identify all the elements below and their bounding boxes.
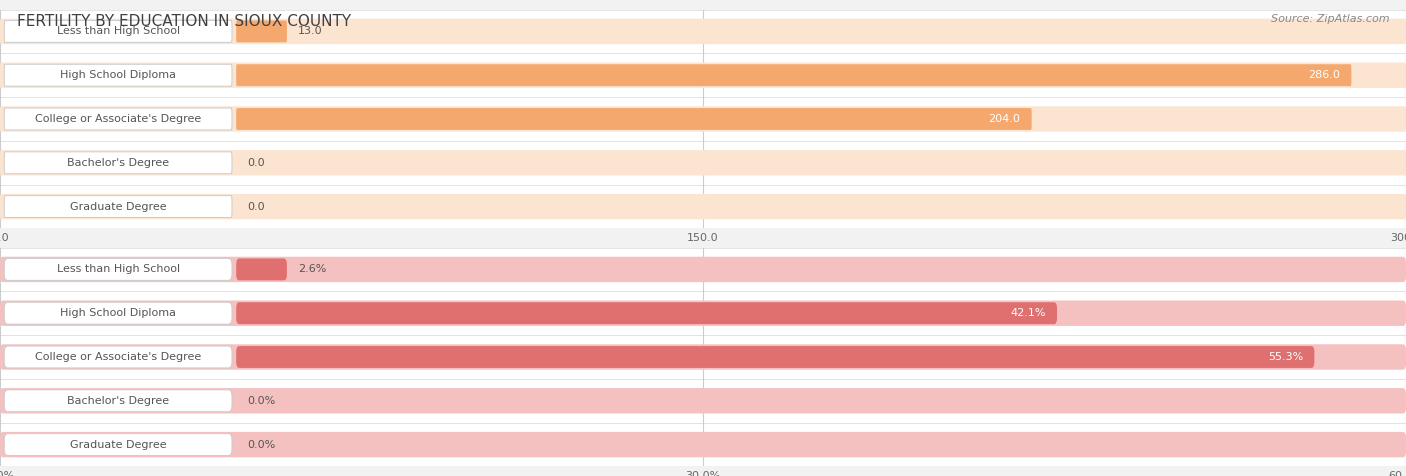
Bar xyxy=(0,379,1406,423)
Text: 55.3%: 55.3% xyxy=(1268,352,1303,362)
FancyBboxPatch shape xyxy=(236,20,287,42)
Text: 2.6%: 2.6% xyxy=(298,264,326,275)
FancyBboxPatch shape xyxy=(0,257,1406,282)
Text: 0.0: 0.0 xyxy=(247,158,266,168)
Text: 0.0%: 0.0% xyxy=(247,396,276,406)
Text: FERTILITY BY EDUCATION IN SIOUX COUNTY: FERTILITY BY EDUCATION IN SIOUX COUNTY xyxy=(17,14,352,30)
Bar xyxy=(0,53,1406,97)
FancyBboxPatch shape xyxy=(0,106,1406,132)
Bar xyxy=(0,185,1406,228)
Bar xyxy=(0,423,1406,466)
FancyBboxPatch shape xyxy=(236,108,1032,130)
FancyBboxPatch shape xyxy=(0,194,1406,219)
FancyBboxPatch shape xyxy=(4,196,232,218)
Text: 13.0: 13.0 xyxy=(298,26,323,37)
Text: 42.1%: 42.1% xyxy=(1011,308,1046,318)
FancyBboxPatch shape xyxy=(236,302,1057,324)
Text: High School Diploma: High School Diploma xyxy=(60,308,176,318)
FancyBboxPatch shape xyxy=(236,258,287,280)
Text: Bachelor's Degree: Bachelor's Degree xyxy=(67,396,169,406)
Text: Source: ZipAtlas.com: Source: ZipAtlas.com xyxy=(1271,14,1389,24)
FancyBboxPatch shape xyxy=(4,258,232,280)
FancyBboxPatch shape xyxy=(4,302,232,324)
Text: Less than High School: Less than High School xyxy=(56,26,180,37)
FancyBboxPatch shape xyxy=(0,344,1406,370)
Text: High School Diploma: High School Diploma xyxy=(60,70,176,80)
Text: College or Associate's Degree: College or Associate's Degree xyxy=(35,352,201,362)
FancyBboxPatch shape xyxy=(4,108,232,130)
Text: Less than High School: Less than High School xyxy=(56,264,180,275)
Text: 0.0: 0.0 xyxy=(247,201,266,212)
Text: Graduate Degree: Graduate Degree xyxy=(70,439,166,450)
FancyBboxPatch shape xyxy=(236,346,1315,368)
Text: College or Associate's Degree: College or Associate's Degree xyxy=(35,114,201,124)
Bar xyxy=(0,291,1406,335)
Text: Graduate Degree: Graduate Degree xyxy=(70,201,166,212)
Bar xyxy=(0,10,1406,53)
Text: Bachelor's Degree: Bachelor's Degree xyxy=(67,158,169,168)
FancyBboxPatch shape xyxy=(0,62,1406,88)
Bar xyxy=(0,248,1406,291)
Bar xyxy=(0,335,1406,379)
FancyBboxPatch shape xyxy=(4,64,232,86)
FancyBboxPatch shape xyxy=(4,390,232,412)
Text: 286.0: 286.0 xyxy=(1309,70,1340,80)
FancyBboxPatch shape xyxy=(236,64,1351,86)
Text: 0.0%: 0.0% xyxy=(247,439,276,450)
FancyBboxPatch shape xyxy=(4,434,232,456)
Text: 204.0: 204.0 xyxy=(988,114,1021,124)
FancyBboxPatch shape xyxy=(0,388,1406,414)
FancyBboxPatch shape xyxy=(0,432,1406,457)
FancyBboxPatch shape xyxy=(0,300,1406,326)
FancyBboxPatch shape xyxy=(0,19,1406,44)
Bar xyxy=(0,97,1406,141)
FancyBboxPatch shape xyxy=(0,150,1406,176)
FancyBboxPatch shape xyxy=(4,346,232,368)
Bar xyxy=(0,141,1406,185)
FancyBboxPatch shape xyxy=(4,152,232,174)
FancyBboxPatch shape xyxy=(4,20,232,42)
